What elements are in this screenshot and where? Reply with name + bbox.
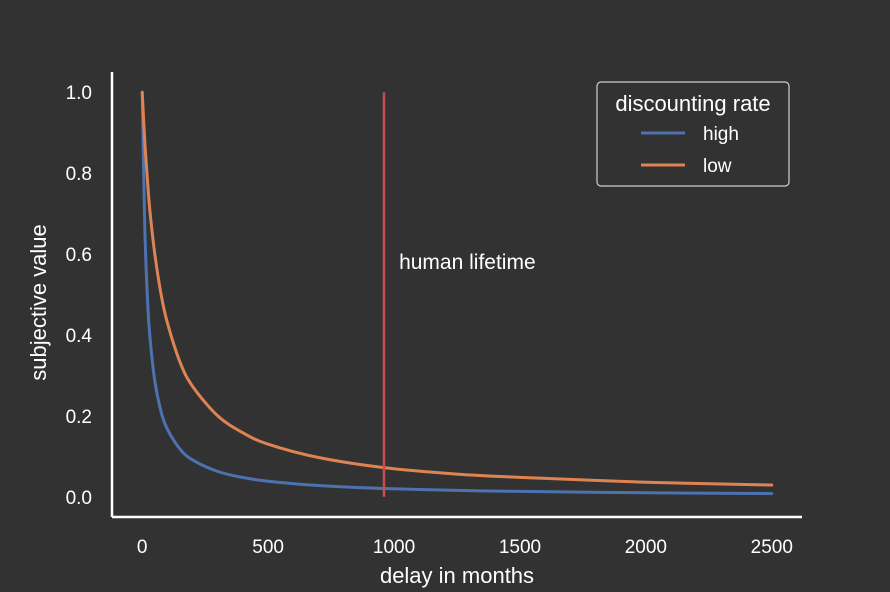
y-axis-label: subjective value — [26, 224, 51, 381]
legend-label-low: low — [703, 156, 732, 177]
y-tick-label: 0.2 — [66, 407, 92, 428]
x-tick-label: 0 — [137, 537, 148, 558]
legend-items: high low — [641, 124, 739, 177]
x-tick-label: 1500 — [499, 537, 541, 558]
series-line-high — [140, 90, 774, 496]
x-axis-label: delay in months — [380, 563, 534, 588]
x-tick-label: 2000 — [625, 537, 667, 558]
y-tick-label: 0.4 — [66, 326, 93, 347]
y-tick-labels: 0.0 0.2 0.4 0.6 0.8 1.0 — [66, 83, 93, 509]
x-tick-label: 2500 — [751, 537, 793, 558]
x-tick-label: 500 — [252, 537, 284, 558]
lifetime-label: human lifetime — [399, 251, 536, 274]
legend-title: discounting rate — [615, 91, 770, 116]
y-tick-label: 0.8 — [66, 164, 92, 185]
y-tick-label: 1.0 — [66, 83, 92, 104]
legend-label-high: high — [703, 124, 739, 145]
y-tick-label: 0.6 — [66, 245, 92, 266]
x-tick-label: 1000 — [373, 537, 415, 558]
series-lines — [140, 90, 774, 496]
series-line-low — [140, 90, 774, 487]
legend: discounting rate high low — [596, 81, 790, 187]
x-tick-labels: 0 500 1000 1500 2000 2500 — [137, 537, 793, 558]
legend-box — [596, 81, 790, 187]
annotations: human lifetime — [382, 92, 536, 497]
y-tick-label: 0.0 — [66, 488, 92, 509]
